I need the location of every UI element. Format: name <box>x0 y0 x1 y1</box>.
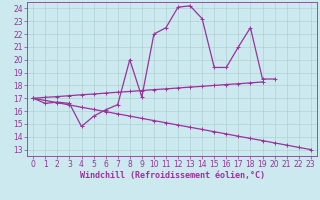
X-axis label: Windchill (Refroidissement éolien,°C): Windchill (Refroidissement éolien,°C) <box>79 171 265 180</box>
